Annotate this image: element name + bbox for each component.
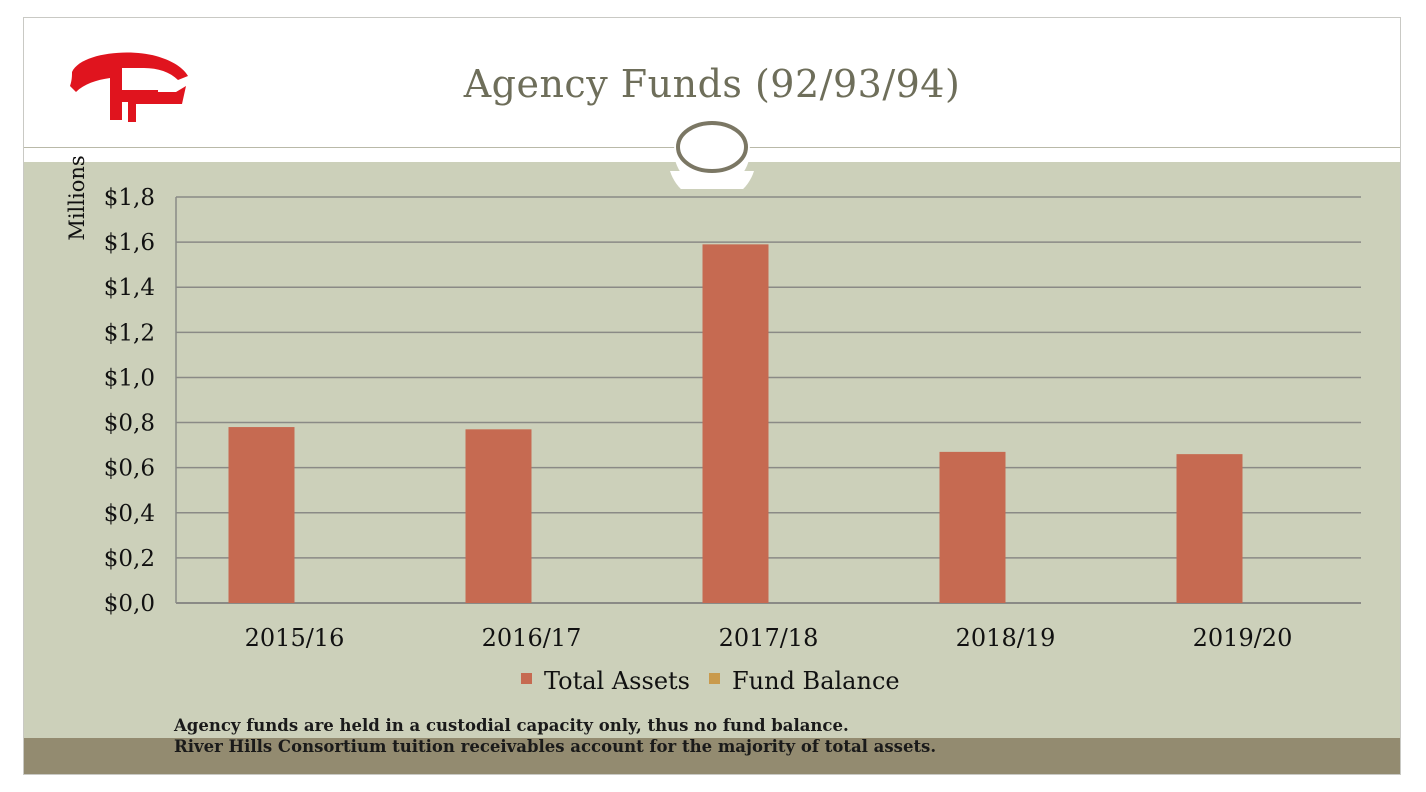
slide-frame: Agency Funds (92/93/94) $0,0 $0,2 $0,4 $0,6… [23,17,1401,775]
y-tick-label: $1,2 [104,320,155,346]
x-tick-label: 2018/19 [956,624,1056,652]
slide-title: Agency Funds (92/93/94) [463,62,961,106]
y-tick-label: $0,8 [104,411,155,437]
y-tick-label: $0,4 [104,501,155,527]
bar-total-assets-2019-20 [1176,454,1243,603]
y-axis-label: Millions [65,155,89,240]
legend-swatch-fund-balance [709,673,720,684]
footer-band [24,738,1400,774]
y-tick-label: $1,0 [104,365,155,391]
title-ornament-icon [670,113,754,189]
footnotes: Agency funds are held in a custodial cap… [174,715,936,757]
bar-total-assets-2015-16 [228,427,295,603]
x-tick-label: 2015/16 [245,624,345,652]
y-tick-label: $1,6 [104,230,155,256]
footnote-1: Agency funds are held in a custodial cap… [174,716,849,735]
x-tick-label: 2017/18 [719,624,819,652]
y-tick-label: $0,6 [104,456,155,482]
y-tick-label: $0,0 [104,591,155,617]
legend-label-fund-balance: Fund Balance [732,667,900,695]
legend-label-total-assets: Total Assets [544,667,690,695]
bar-total-assets-2017-18 [702,244,769,603]
y-tick-label: $1,4 [104,275,155,301]
x-tick-label: 2019/20 [1193,624,1293,652]
legend-swatch-total-assets [521,673,532,684]
school-logo [70,52,188,122]
footnote-2: River Hills Consortium tuition receivabl… [174,737,937,756]
y-tick-label: $0,2 [104,546,155,572]
y-tick-label: $1,8 [104,185,155,211]
bar-chart: $0,0 $0,2 $0,4 $0,6 $0,8 $1,0 $1,2 $1,4 $1,6 $1,8… [65,155,1361,695]
x-tick-label: 2016/17 [482,624,582,652]
bar-total-assets-2018-19 [939,451,1006,603]
bar-total-assets-2016-17 [465,429,532,603]
chart-legend: Total Assets Fund Balance [521,667,900,695]
